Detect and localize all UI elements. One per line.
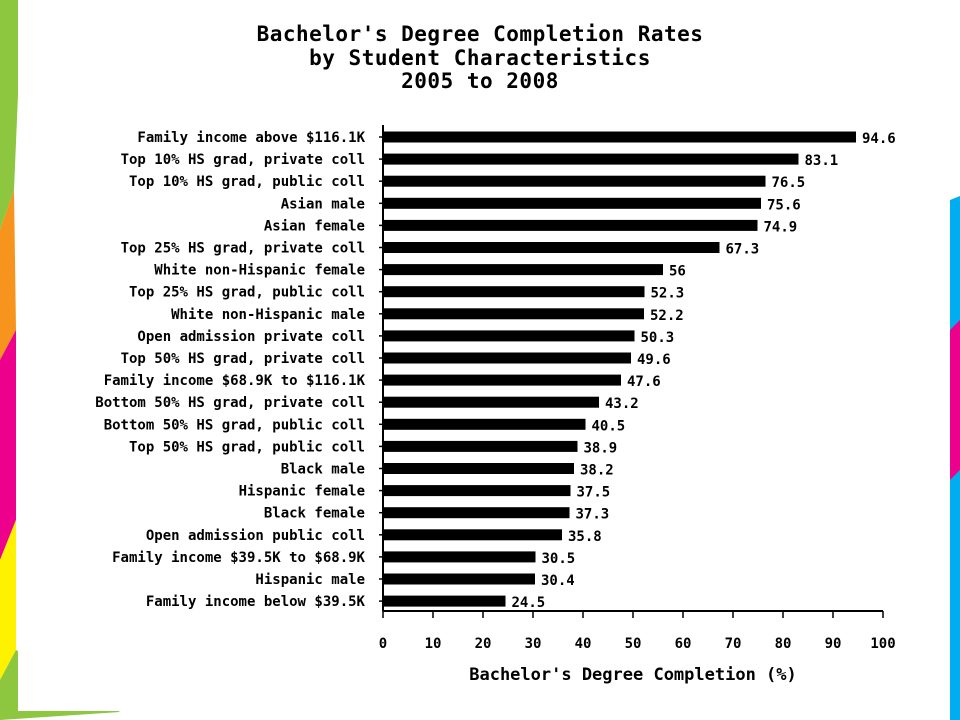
category-label: White non-Hispanic male (171, 307, 365, 323)
category-label: Family income $68.9K to $116.1K (104, 373, 366, 389)
decor-green-shape (0, 0, 22, 230)
x-tick-label: 80 (775, 636, 792, 652)
value-label: 37.5 (577, 485, 611, 501)
bars-layer (383, 131, 856, 607)
decor-pink-right-shape (950, 320, 960, 480)
bar (383, 286, 645, 298)
x-tick-label: 50 (625, 636, 642, 652)
bar (383, 418, 586, 430)
bar (383, 308, 644, 320)
chart-title-line-3: 2005 to 2008 (401, 69, 559, 93)
category-label: Family income $39.5K to $68.9K (112, 550, 365, 566)
x-tick-label: 10 (425, 636, 442, 652)
category-label: Family income above $116.1K (137, 130, 365, 146)
bar (383, 396, 599, 408)
bar (383, 485, 571, 497)
value-label: 37.3 (576, 507, 610, 523)
category-label: Top 50% HS grad, public coll (129, 439, 365, 455)
x-tick-label: 20 (475, 636, 492, 652)
value-label: 43.2 (605, 396, 639, 412)
decor-orange-shape (0, 190, 16, 360)
value-label: 74.9 (764, 219, 798, 235)
bar (383, 551, 536, 563)
value-label: 94.6 (862, 131, 896, 147)
x-tick-label: 100 (870, 636, 895, 652)
axis-layer: 0 10 20 30 40 50 60 70 80 90 100 (379, 125, 896, 652)
value-label: 83.1 (805, 153, 839, 169)
value-label: 38.2 (580, 463, 614, 479)
bar (383, 197, 761, 209)
bar (383, 242, 720, 253)
category-label: Top 25% HS grad, private coll (121, 241, 365, 257)
x-tick-label: 90 (825, 636, 842, 652)
bar (383, 264, 663, 276)
bar (383, 573, 535, 585)
category-label: Asian female (264, 218, 365, 234)
value-label: 38.9 (584, 440, 618, 456)
x-tick-label: 40 (575, 636, 592, 652)
chart-title-line-1: Bachelor's Degree Completion Rates (256, 22, 704, 46)
category-label: Asian male (281, 196, 365, 212)
value-label: 56 (669, 264, 686, 280)
bar (383, 463, 574, 474)
bar (383, 330, 635, 342)
value-label: 67.3 (726, 242, 760, 258)
category-label: Open admission private coll (137, 329, 365, 345)
bar (383, 440, 578, 452)
category-label: Bottom 50% HS grad, public coll (104, 417, 365, 433)
value-label: 24.5 (512, 595, 546, 611)
bar (383, 529, 562, 541)
category-label: Black male (281, 462, 365, 478)
x-tick-label: 30 (525, 636, 542, 652)
category-label: Bottom 50% HS grad, private coll (95, 395, 365, 411)
bar (383, 352, 631, 364)
value-label: 75.6 (767, 197, 801, 213)
category-label: Hispanic male (255, 572, 365, 588)
value-label: 52.3 (651, 286, 685, 302)
value-labels-layer: 94.6 83.1 76.5 75.6 74.967.3 56 52.3 52.2 50.3 49… (512, 131, 896, 611)
bar (383, 219, 758, 231)
bar (383, 131, 856, 143)
bar (383, 507, 570, 519)
value-label: 47.6 (627, 374, 661, 390)
category-labels-layer: Family income above $116.1K Top 10% HS gr… (95, 130, 365, 610)
category-label: Hispanic female (239, 484, 365, 500)
value-label: 49.6 (637, 352, 671, 368)
category-label: White non-Hispanic female (154, 263, 365, 279)
value-label: 52.2 (650, 308, 684, 324)
category-label: Top 25% HS grad, public coll (129, 285, 365, 301)
category-label: Open admission public coll (146, 528, 365, 544)
bar (383, 595, 506, 607)
value-label: 40.5 (592, 418, 626, 434)
x-tick-label: 0 (379, 636, 387, 652)
value-label: 76.5 (772, 175, 806, 191)
bar (383, 374, 621, 386)
x-tick-label: 70 (725, 636, 742, 652)
category-label: Black female (264, 506, 365, 522)
category-label: Family income below $39.5K (146, 594, 366, 610)
category-label: Top 10% HS grad, private coll (121, 152, 365, 168)
x-axis-title: Bachelor's Degree Completion (%) (469, 665, 797, 685)
category-label: Top 10% HS grad, public coll (129, 174, 365, 190)
value-label: 30.4 (541, 573, 575, 589)
bar (383, 175, 766, 187)
bar (383, 153, 799, 165)
decor-yellow-shape (0, 520, 16, 680)
decor-pink-shape (0, 330, 16, 560)
chart-title-line-2: by Student Characteristics (309, 46, 651, 70)
value-label: 30.5 (542, 551, 576, 567)
value-label: 35.8 (568, 529, 602, 545)
value-label: 50.3 (641, 330, 675, 346)
category-label: Top 50% HS grad, private coll (121, 351, 365, 367)
x-tick-label: 60 (675, 636, 692, 652)
